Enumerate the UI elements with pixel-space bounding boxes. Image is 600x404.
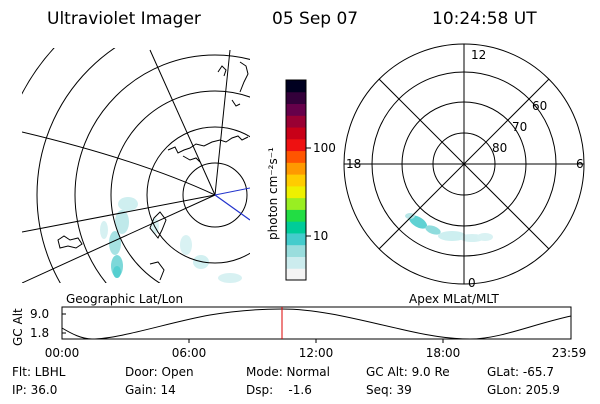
geo-coastlines bbox=[57, 61, 249, 281]
colorbar-cell bbox=[286, 197, 306, 210]
mlt-panel-caption: Apex MLat/MLT bbox=[409, 292, 499, 306]
time-tick-1800: 18:00 bbox=[426, 346, 461, 360]
mlt-label-6: 6 bbox=[576, 157, 584, 171]
observation-time: 10:24:58 UT bbox=[432, 9, 537, 29]
colorbar-cell bbox=[286, 103, 306, 116]
mlat-label-70: 70 bbox=[512, 120, 527, 134]
colorbar: 100 10 photon cm⁻²s⁻¹ bbox=[266, 79, 336, 281]
geo-longitude-lines bbox=[22, 49, 231, 283]
time-tick-2359: 23:59 bbox=[552, 346, 587, 360]
instrument-title: Ultraviolet Imager bbox=[47, 9, 201, 29]
colorbar-cell bbox=[286, 138, 306, 152]
colorbar-cell bbox=[286, 268, 306, 281]
observation-date: 05 Sep 07 bbox=[272, 9, 358, 29]
time-tick-0600: 06:00 bbox=[172, 346, 207, 360]
gain-readout: Gain: 14 bbox=[125, 383, 176, 397]
mlt-label-12: 12 bbox=[471, 48, 486, 62]
colorbar-tick-10: 10 bbox=[313, 229, 328, 243]
mlt-aurora-emission bbox=[405, 213, 493, 242]
geo-latitude-circles bbox=[22, 48, 250, 283]
colorbar-cell bbox=[286, 127, 306, 140]
altitude-strip-frame bbox=[61, 306, 572, 340]
door-readout: Door: Open bbox=[125, 365, 194, 379]
colorbar-cell bbox=[286, 256, 306, 269]
glon-readout: GLon: 205.9 bbox=[487, 383, 560, 397]
colorbar-cell bbox=[286, 91, 306, 105]
geo-map bbox=[22, 48, 250, 283]
time-tick-0000: 00:00 bbox=[45, 346, 80, 360]
mode-readout: Mode: Normal bbox=[246, 365, 330, 379]
glat-readout: GLat: -65.7 bbox=[487, 365, 554, 379]
colorbar-cell bbox=[286, 162, 306, 175]
time-axis-ticks bbox=[188, 339, 444, 343]
colorbar-cell bbox=[286, 174, 306, 187]
colorbar-cell bbox=[286, 115, 306, 128]
colorbar-cell bbox=[286, 232, 306, 246]
seq-readout: Seq: 39 bbox=[366, 383, 412, 397]
colorbar-scale bbox=[286, 80, 306, 281]
colorbar-cell bbox=[286, 209, 306, 222]
colorbar-frame bbox=[285, 79, 307, 281]
colorbar-cell bbox=[286, 221, 306, 234]
mlat-label-80: 80 bbox=[492, 141, 507, 155]
colorbar-cell bbox=[286, 244, 306, 257]
colorbar-unit-label: photon cm⁻²s⁻¹ bbox=[266, 147, 280, 240]
colorbar-cell bbox=[286, 80, 306, 93]
geo-panel-caption: Geographic Lat/Lon bbox=[66, 292, 183, 306]
filter-readout: Flt: LBHL bbox=[12, 365, 66, 379]
altitude-strip: GC Alt 9.0 1.8 00:00 06:00 12:00 18:00 2… bbox=[11, 306, 587, 360]
mlt-label-0: 0 bbox=[468, 276, 476, 290]
mlat-label-60: 60 bbox=[532, 99, 547, 113]
mlt-grid-lines bbox=[344, 44, 584, 284]
colorbar-cell bbox=[286, 185, 306, 199]
ip-readout: IP: 36.0 bbox=[12, 383, 57, 397]
dsp-readout: Dsp: -1.6 bbox=[246, 383, 312, 397]
gc-alt-readout: GC Alt: 9.0 Re bbox=[366, 365, 450, 379]
time-tick-1200: 12:00 bbox=[299, 346, 334, 360]
status-footer: Flt: LBHL IP: 36.0 Door: Open Gain: 14 M… bbox=[12, 365, 560, 397]
geo-noon-meridian bbox=[214, 194, 250, 221]
altitude-ylabel: GC Alt bbox=[11, 308, 25, 346]
colorbar-cell bbox=[286, 150, 306, 163]
colorbar-tick-100: 100 bbox=[313, 141, 336, 155]
mlt-label-18: 18 bbox=[346, 157, 361, 171]
mlt-dial: 12 0 18 6 60 70 80 bbox=[343, 43, 585, 290]
altitude-ytick-max: 9.0 bbox=[30, 307, 49, 321]
altitude-ytick-min: 1.8 bbox=[30, 326, 49, 340]
